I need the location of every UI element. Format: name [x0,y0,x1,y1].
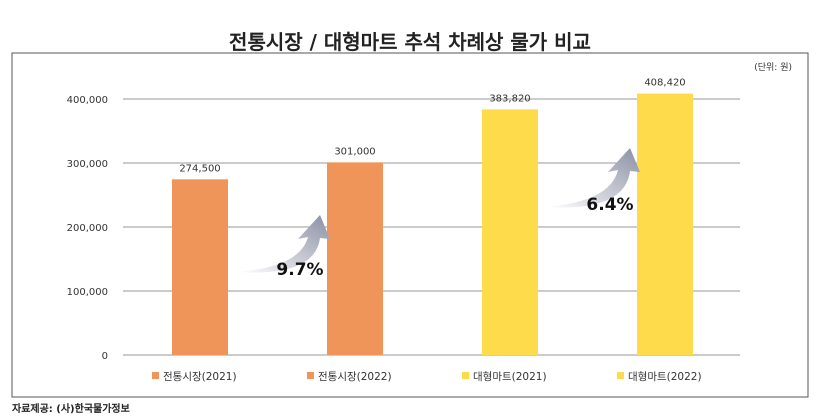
legend-label: 대형마트(2021) [473,371,547,383]
legend-swatch [307,372,314,379]
legend-label: 전통시장(2021) [163,371,237,383]
bar [637,93,693,355]
bar [482,109,538,356]
chart-title: 전통시장 / 대형마트 추석 차례상 물가 비교 [229,30,591,54]
y-tick-label: 0 [102,351,108,362]
y-tick-label: 200,000 [67,223,108,234]
y-tick-label: 400,000 [67,95,108,106]
growth-arrow [237,215,330,273]
bar [172,179,228,355]
legend-swatch [617,372,624,379]
legend-swatch [152,372,159,379]
legend-label: 대형마트(2022) [628,371,702,383]
data-label: 383,820 [489,93,530,104]
source-note: 자료제공: (사)한국물가정보 [12,404,130,415]
data-label: 301,000 [334,146,375,157]
chart-frame [11,52,809,398]
data-label: 408,420 [644,78,685,89]
unit-note: (단위: 원) [754,62,792,73]
legend-label: 전통시장(2022) [318,371,392,383]
bar [327,162,383,355]
growth-label: 6.4% [586,195,633,215]
data-label: 274,500 [179,163,220,174]
growth-arrow [545,148,640,208]
legend-swatch [462,372,469,379]
y-tick-label: 300,000 [67,159,108,170]
growth-label: 9.7% [276,260,323,280]
y-tick-label: 100,000 [67,287,108,298]
